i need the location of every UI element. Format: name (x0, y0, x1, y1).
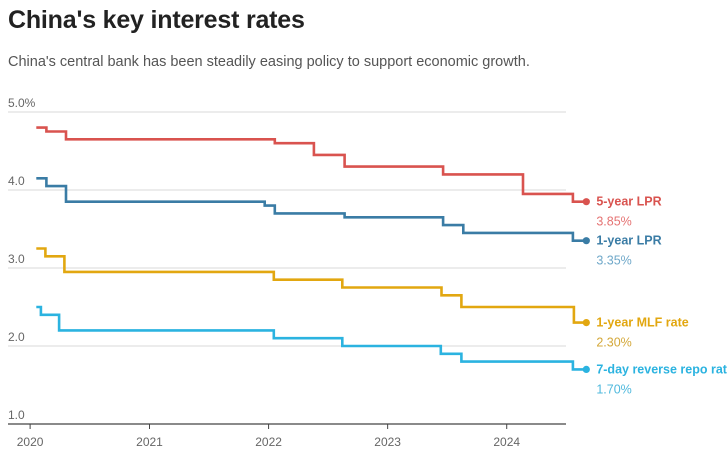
x-axis: 2020 2021 2022 2023 2024 (17, 424, 520, 449)
chart-title: China's key interest rates (8, 6, 305, 34)
series-name-label: 1-year LPR (596, 234, 661, 248)
series-name-label: 7-day reverse repo rate (596, 362, 727, 376)
series-labels: 5-year LPR 3.85% 1-year LPR 3.35% 1-year MLF… (596, 195, 727, 397)
series-name-label: 5-year LPR (596, 195, 661, 209)
gridlines: 5.0% 4.0 3.0 2.0 1.0 (8, 96, 566, 425)
series-lines (36, 126, 590, 373)
y-tick-label: 5.0% (8, 96, 36, 110)
x-tick-label: 2024 (493, 435, 520, 449)
series-end-marker (582, 198, 590, 206)
series-line-1 (36, 126, 587, 203)
series-value-label: 3.85% (596, 215, 631, 229)
series-line-3 (36, 247, 587, 324)
series-line-2 (36, 177, 587, 242)
series-end-marker (582, 365, 590, 373)
series-value-label: 1.70% (596, 382, 631, 396)
series-value-label: 3.35% (596, 254, 631, 268)
series-end-marker (582, 319, 590, 327)
x-tick-label: 2021 (136, 435, 163, 449)
x-tick-label: 2020 (17, 435, 44, 449)
chart-subtitle: China's central bank has been steadily e… (8, 54, 530, 70)
x-tick-label: 2023 (374, 435, 401, 449)
y-tick-label: 4.0 (8, 174, 25, 188)
y-tick-label: 1.0 (8, 408, 25, 422)
series-value-label: 2.30% (596, 336, 631, 350)
y-tick-label: 2.0 (8, 330, 25, 344)
x-tick-label: 2022 (255, 435, 282, 449)
series-line-4 (36, 305, 587, 371)
series-name-label: 1-year MLF rate (596, 316, 688, 330)
series-end-marker (582, 237, 590, 245)
y-tick-label: 3.0 (8, 252, 25, 266)
